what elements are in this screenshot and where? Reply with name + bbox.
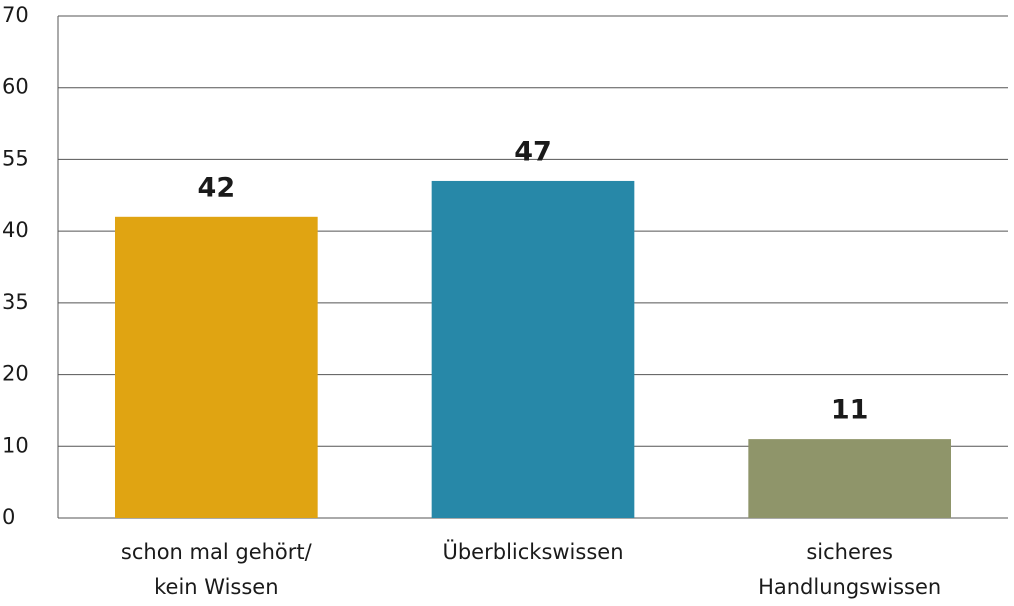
y-tick-label: 40 [2,218,29,242]
y-tick-label: 55 [2,146,29,170]
y-tick-label: 60 [2,75,29,99]
y-tick-label: 20 [2,362,29,386]
x-tick-label: schon mal gehört/kein Wissen [121,540,313,599]
x-tick-label: sicheres Handlungswissen [758,540,941,599]
bar [748,439,951,518]
y-tick-label: 35 [2,290,29,314]
y-tick-label: 0 [2,505,15,529]
value-label: 42 [198,172,236,203]
bar [431,180,635,518]
y-tick-label: 10 [2,433,29,457]
value-label: 11 [831,395,869,426]
value-label: 47 [514,136,552,167]
bar [115,216,318,519]
y-tick-label: 70 [2,3,29,27]
x-tick-label: Überblickswissen [442,539,623,564]
